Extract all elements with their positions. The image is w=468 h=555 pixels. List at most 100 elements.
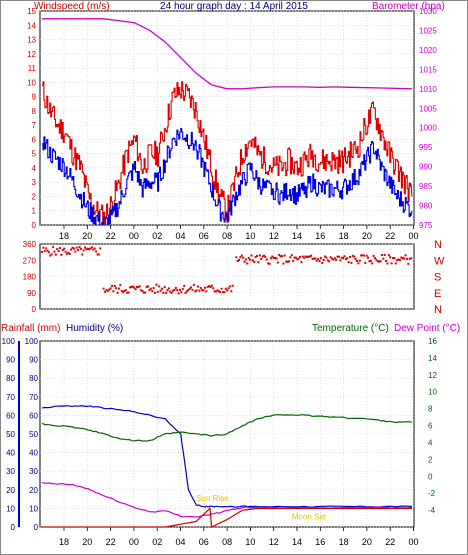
direction-point: [230, 290, 233, 293]
direction-point: [405, 257, 408, 260]
direction-point: [301, 255, 304, 258]
direction-point: [321, 261, 324, 264]
direction-tick-label: 270: [23, 256, 37, 265]
direction-point: [335, 258, 338, 261]
direction-point: [206, 286, 209, 289]
direction-point: [79, 247, 82, 250]
direction-point: [166, 289, 169, 292]
direction-point: [393, 257, 396, 260]
direction-point: [202, 289, 205, 292]
direction-point: [293, 256, 296, 259]
direction-point: [199, 286, 202, 289]
compass-label: N: [434, 304, 442, 316]
barometer-tick-label: 1010: [419, 85, 437, 94]
direction-point: [410, 257, 413, 260]
direction-point: [162, 291, 165, 294]
panel-wind-frame: [39, 10, 415, 226]
direction-point: [340, 256, 343, 259]
temp-x-tick-label: 02: [152, 537, 162, 547]
humidity-tick-label: 30: [29, 467, 38, 476]
windspeed-line: [42, 127, 413, 226]
windspeed-tick-label: 5: [32, 150, 37, 159]
direction-point: [180, 291, 183, 294]
chart-title: 24 hour graph day : 14 April 2015: [160, 1, 308, 12]
temp-x-tick-label: 00: [129, 537, 139, 547]
humidity-axis-title: Humidity (%): [66, 323, 123, 334]
direction-point: [265, 258, 268, 261]
direction-point: [322, 258, 325, 261]
direction-point: [394, 262, 397, 265]
temp-x-tick-label: 04: [175, 537, 185, 547]
direction-point: [400, 256, 403, 259]
direction-point: [174, 286, 177, 289]
direction-point: [129, 286, 132, 289]
direction-point: [105, 289, 108, 292]
direction-point: [117, 287, 120, 290]
windspeed-tick-label: 6: [32, 135, 37, 144]
direction-point: [311, 257, 314, 260]
direction-point: [137, 286, 140, 289]
direction-point: [268, 262, 271, 265]
direction-point: [78, 246, 81, 249]
direction-point: [217, 290, 220, 293]
windspeed-tick-label: 13: [27, 36, 36, 45]
rainfall-line: [42, 507, 412, 528]
direction-point: [210, 284, 213, 287]
direction-point: [109, 287, 112, 290]
direction-point: [281, 255, 284, 258]
direction-point: [379, 260, 382, 263]
direction-point: [349, 255, 352, 258]
direction-point: [355, 259, 358, 262]
direction-point: [261, 255, 264, 258]
direction-point: [312, 257, 315, 260]
direction-point: [133, 286, 136, 289]
direction-point: [85, 248, 88, 251]
direction-point: [122, 291, 125, 294]
direction-point: [396, 259, 399, 262]
direction-point: [57, 250, 60, 253]
direction-point: [329, 256, 332, 259]
compass-label: W: [434, 255, 445, 267]
direction-point: [256, 254, 259, 257]
direction-point: [130, 286, 133, 289]
direction-point: [243, 260, 246, 263]
direction-point: [86, 247, 89, 250]
direction-point: [190, 286, 193, 289]
temp-x-tick-label: 12: [269, 537, 279, 547]
direction-point: [82, 249, 85, 252]
direction-point: [169, 290, 172, 293]
direction-point: [63, 247, 66, 250]
dew-point-line: [41, 482, 413, 518]
direction-point: [178, 288, 181, 291]
humidity-line: [41, 405, 413, 508]
dewpoint-axis-title: Dew Point (°C): [394, 323, 460, 334]
barometer-tick-label: 975: [419, 221, 433, 230]
temperature-axis-title: Temperature (°C): [312, 323, 389, 334]
direction-point: [154, 291, 157, 294]
direction-point: [375, 258, 378, 261]
temperature-line: [41, 414, 413, 442]
barometer-axis-title: Barometer (hpa): [372, 1, 445, 12]
direction-point: [374, 257, 376, 260]
direction-point: [71, 246, 74, 249]
windspeed-tick-label: 2: [32, 192, 37, 201]
gust-line: [42, 81, 413, 226]
direction-point: [92, 248, 95, 251]
direction-point: [401, 257, 404, 260]
direction-point: [362, 254, 365, 257]
wind-x-tick-label: 00: [408, 231, 418, 241]
wind-x-tick-label: 18: [339, 231, 349, 241]
barometer-line: [42, 18, 413, 90]
direction-point: [68, 252, 71, 255]
direction-point: [325, 256, 328, 259]
direction-point: [149, 287, 152, 290]
direction-point: [120, 289, 123, 292]
direction-point: [138, 285, 141, 288]
wind-x-tick-label: 02: [152, 231, 162, 241]
wind-x-tick-label: 16: [315, 231, 325, 241]
direction-point: [315, 259, 318, 262]
direction-point: [403, 257, 406, 260]
direction-point: [344, 258, 347, 261]
direction-point: [283, 254, 286, 257]
